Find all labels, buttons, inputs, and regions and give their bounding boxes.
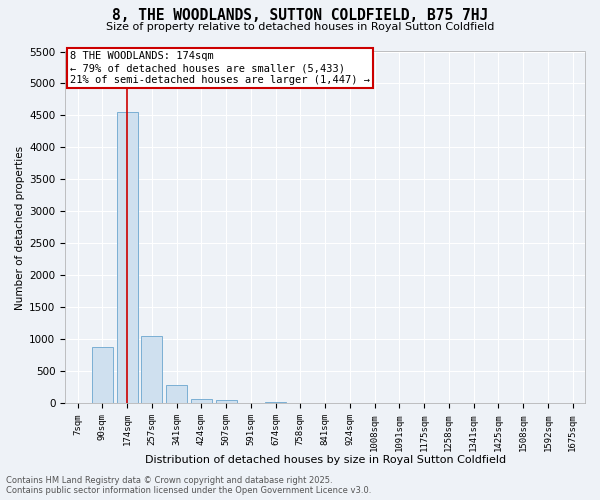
Bar [116,112,137,404]
Text: Size of property relative to detached houses in Royal Sutton Coldfield: Size of property relative to detached ho… [106,22,494,32]
Text: 8 THE WOODLANDS: 174sqm
← 79% of detached houses are smaller (5,433)
21% of semi: 8 THE WOODLANDS: 174sqm ← 79% of detache… [70,52,370,84]
Bar [92,347,113,404]
Bar [191,398,212,404]
Bar [141,336,163,404]
Text: Contains HM Land Registry data © Crown copyright and database right 2025.
Contai: Contains HM Land Registry data © Crown c… [6,476,371,495]
Bar [215,400,236,404]
Text: 8, THE WOODLANDS, SUTTON COLDFIELD, B75 7HJ: 8, THE WOODLANDS, SUTTON COLDFIELD, B75 … [112,8,488,22]
X-axis label: Distribution of detached houses by size in Royal Sutton Coldfield: Distribution of detached houses by size … [145,455,506,465]
Bar [265,402,286,404]
Bar [166,385,187,404]
Y-axis label: Number of detached properties: Number of detached properties [15,146,25,310]
